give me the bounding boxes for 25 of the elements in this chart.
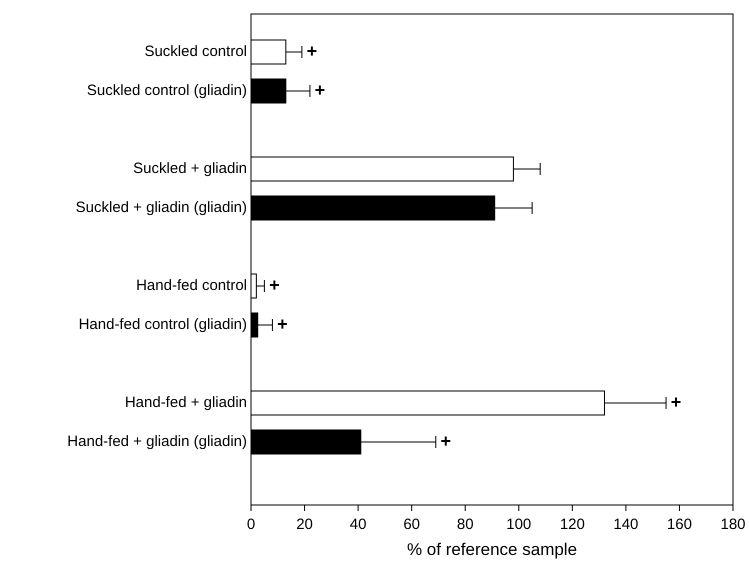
x-tick-label: 80 — [456, 516, 474, 533]
y-tick-label: Hand-fed control — [136, 276, 247, 294]
y-tick-label: Hand-fed + gliadin — [124, 394, 247, 411]
x-tick-label: 140 — [613, 516, 638, 533]
y-tick-label: Suckled control — [144, 42, 247, 60]
annotation: + — [277, 314, 288, 334]
annotation: + — [670, 392, 682, 412]
x-tick-label: 60 — [403, 516, 420, 533]
annotation: + — [306, 40, 318, 61]
x-tick-label: 40 — [350, 516, 366, 533]
y-tick-label: Hand-fed + gliadin (gliadin) — [67, 432, 247, 450]
annotation: + — [269, 274, 280, 295]
y-tick-label: Suckled control (gliadin) — [86, 82, 248, 99]
x-tick-label: 20 — [296, 516, 313, 533]
x-tick-label: 0 — [246, 516, 256, 533]
x-tick-label: 160 — [666, 516, 692, 533]
x-tick-label: 180 — [720, 516, 746, 533]
annotation: + — [314, 80, 326, 100]
annotation: + — [440, 430, 452, 451]
y-tick-label: Suckled + gliadin (gliadin) — [76, 198, 247, 216]
x-tick-label: 120 — [560, 516, 585, 533]
x-tick-label: 100 — [506, 516, 532, 533]
y-tick-label: Suckled + gliadin — [133, 160, 247, 177]
y-tick-label: Hand-fed control (gliadin) — [78, 316, 248, 333]
x-axis-title: % of reference sample — [406, 540, 578, 559]
